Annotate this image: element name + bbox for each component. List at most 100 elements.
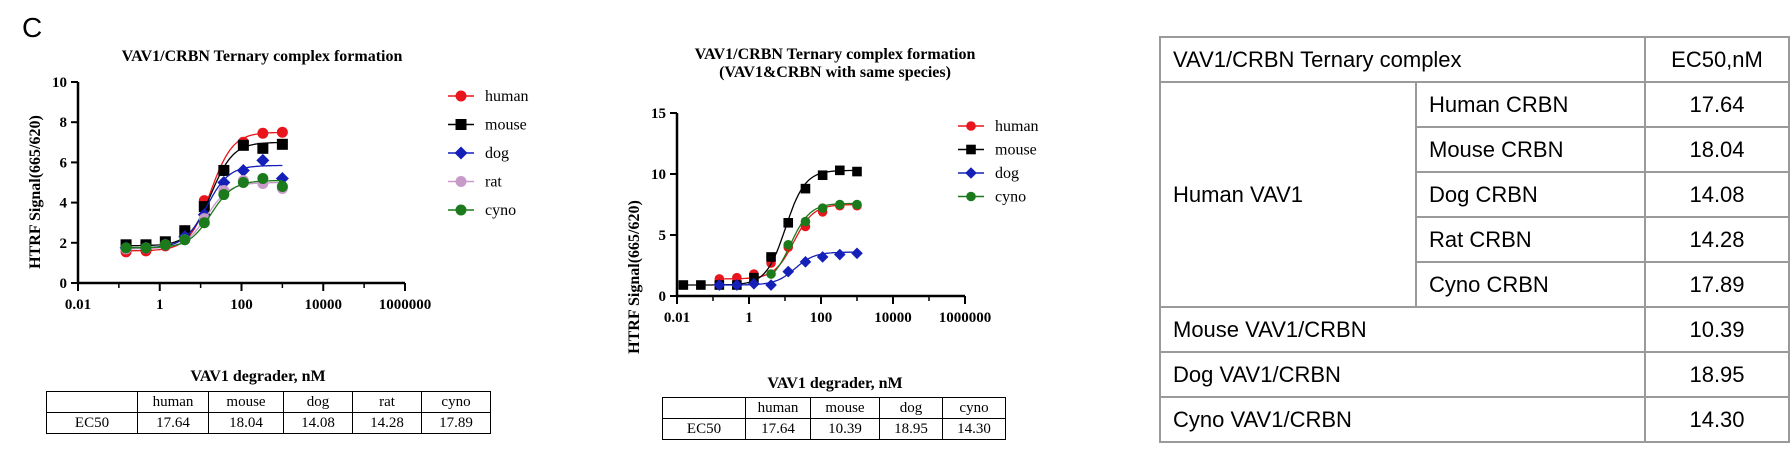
y-tick-label: 5: [659, 228, 667, 244]
summary-row-label: Rat CRBN: [1415, 216, 1646, 263]
summary-row: Mouse CRBN 18.04: [1160, 126, 1790, 173]
x-tick-label: 10000: [874, 310, 912, 326]
table-header-row: human mouse dog rat cyno: [46, 391, 491, 413]
summary-row: Human VAV1 Human CRBN 17.64: [1159, 81, 1790, 308]
table-cell: mouse: [208, 391, 284, 413]
data-point-dog: [765, 279, 777, 291]
fit-curve-mouse: [683, 169, 857, 286]
y-tick-label: 8: [60, 115, 68, 131]
data-point-cyno: [237, 177, 249, 188]
data-point-dog: [799, 256, 812, 268]
summary-row-label: Cyno CRBN: [1415, 261, 1646, 308]
y-tick-label: 10: [52, 75, 67, 91]
chart-species-crbn: VAV1/CRBN Ternary complex formation HTRF…: [27, 48, 529, 385]
table-cell: 17.64: [745, 418, 811, 440]
x-tick-label: 100: [810, 310, 833, 326]
fit-curve-human: [719, 203, 857, 280]
legend-label-rat: rat: [485, 174, 502, 191]
table-cell: 14.30: [942, 418, 1006, 440]
data-point-mouse: [276, 138, 288, 150]
summary-row: Dog VAV1/CRBN 18.95: [1159, 351, 1790, 398]
data-point-cyno: [198, 217, 210, 229]
data-point-dog: [748, 278, 760, 290]
x-axis-label: VAV1 degrader, nM: [767, 375, 902, 392]
data-point-dog: [256, 153, 270, 167]
table-row: EC50 17.64 18.04 14.08 14.28 17.89: [46, 412, 491, 434]
summary-row-value: 14.28: [1644, 216, 1790, 263]
table-cell: cyno: [942, 397, 1006, 419]
data-point-mouse: [835, 165, 845, 176]
summary-header-row: VAV1/CRBN Ternary complex EC50,nM: [1159, 36, 1790, 83]
table-cell: 17.64: [137, 412, 209, 434]
plot-area: 0 2 4 6 8 10 0.01 1 100 10000 1000000: [52, 75, 431, 313]
summary-row-value: 17.89: [1644, 261, 1790, 308]
data-point-dog: [713, 279, 726, 291]
data-point-cyno: [276, 181, 288, 193]
data-point-dog: [275, 171, 289, 185]
series-dog: [713, 247, 863, 291]
summary-row-value: 14.08: [1644, 171, 1790, 218]
chart-subtitle: (VAV1&CRBN with same species): [719, 64, 951, 81]
summary-row-label: Dog VAV1/CRBN: [1159, 351, 1646, 398]
table-cell: human: [745, 397, 811, 419]
legend-label-human: human: [995, 118, 1039, 135]
plot-area: 0 5 10 15 0.01 1 100 10000 1000000: [651, 106, 991, 326]
panel-label: C: [22, 12, 43, 43]
summary-row-label: Cyno VAV1/CRBN: [1159, 396, 1646, 443]
summary-row-value: 18.95: [1644, 351, 1790, 398]
data-point-mouse: [678, 280, 689, 290]
legend-label-dog: dog: [485, 145, 509, 162]
chart-title: VAV1/CRBN Ternary complex formation: [695, 46, 976, 63]
chart-same-species: VAV1/CRBN Ternary complex formation (VAV…: [626, 46, 1039, 392]
table-cell: 18.95: [879, 418, 943, 440]
data-point-cyno: [120, 242, 132, 254]
summary-header-left: VAV1/CRBN Ternary complex: [1159, 36, 1646, 83]
table-cell: mouse: [810, 397, 880, 419]
ec50-summary-table: VAV1/CRBN Ternary complex EC50,nM Human …: [1159, 36, 1790, 443]
table-cell: 14.28: [352, 412, 422, 434]
summary-row: Mouse VAV1/CRBN 10.39: [1159, 306, 1790, 353]
x-tick-label: 1000000: [379, 297, 432, 313]
y-tick-label: 15: [651, 106, 666, 122]
summary-row: Dog CRBN 14.08: [1160, 171, 1790, 218]
legend-marker-dog: [965, 167, 977, 179]
table-cell: cyno: [421, 391, 491, 413]
data-point-mouse: [749, 272, 759, 283]
legend-label-mouse: mouse: [485, 117, 527, 134]
data-point-mouse: [852, 166, 862, 177]
data-point-dog: [782, 265, 795, 278]
summary-row-label: Human CRBN: [1415, 81, 1646, 128]
y-tick-label: 2: [60, 236, 68, 252]
legend-marker-dog: [454, 146, 468, 160]
data-point-cyno: [800, 216, 811, 227]
legend-label-mouse: mouse: [995, 142, 1037, 159]
y-tick-label: 0: [659, 289, 667, 305]
table-cell: 14.08: [283, 412, 353, 434]
x-tick-label: 1: [745, 310, 753, 326]
chart-title: VAV1/CRBN Ternary complex formation: [122, 48, 403, 65]
table-cell: 17.89: [421, 412, 491, 434]
legend-label-cyno: cyno: [485, 202, 516, 219]
legend-marker-mouse: [966, 144, 976, 155]
summary-row-label: Dog CRBN: [1415, 171, 1646, 218]
legend: human mouse dog rat cyno: [448, 88, 529, 219]
data-point-dog: [731, 279, 743, 291]
legend-marker-cyno: [966, 191, 976, 202]
legend-label-dog: dog: [995, 165, 1019, 182]
y-axis-label: HTRF Signal(665/620): [626, 200, 643, 354]
data-point-cyno: [835, 199, 845, 210]
data-point-mouse: [800, 183, 811, 194]
summary-row-value: 17.64: [1644, 81, 1790, 128]
summary-row-value: 14.30: [1644, 396, 1790, 443]
x-tick-label: 0.01: [65, 297, 91, 313]
summary-row: Cyno VAV1/CRBN 14.30: [1159, 396, 1790, 443]
x-tick-label: 1: [156, 297, 164, 313]
data-point-mouse: [817, 170, 828, 181]
legend-marker-human: [966, 121, 976, 131]
ec50-table-same-species: human mouse dog cyno EC50 17.64 10.39 18…: [662, 397, 1006, 440]
summary-row-value: 18.04: [1644, 126, 1790, 173]
summary-row: Cyno CRBN 17.89: [1160, 261, 1790, 308]
legend-marker-human: [455, 90, 467, 102]
table-row: EC50 17.64 10.39 18.95 14.30: [662, 418, 1006, 440]
data-point-dog: [834, 248, 846, 261]
